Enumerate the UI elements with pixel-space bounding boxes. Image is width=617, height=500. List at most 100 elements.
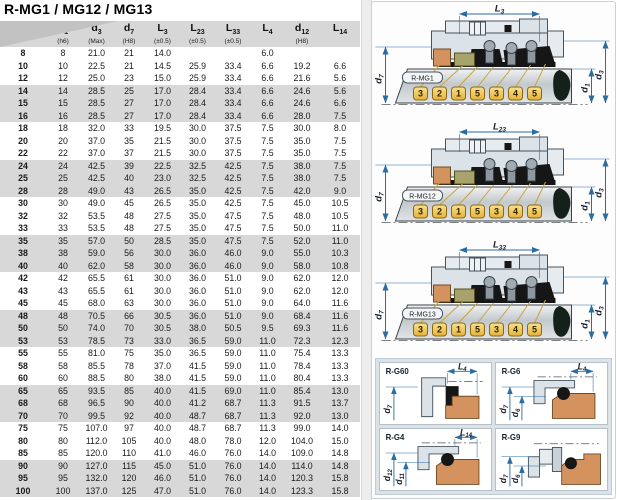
shaft-tip bbox=[553, 70, 571, 101]
part-number-tag: 3 bbox=[489, 86, 504, 101]
table-cell: 65.5 bbox=[87, 273, 106, 283]
table-cell: 7.5 bbox=[261, 235, 274, 246]
table-cell: 50 bbox=[18, 323, 28, 333]
table-cell: 51.0 bbox=[224, 273, 242, 283]
table-cell: 36.0 bbox=[188, 273, 207, 283]
shaft-tip bbox=[553, 306, 571, 337]
table-cell: 12 bbox=[58, 73, 68, 83]
table-cell: 38.0 bbox=[293, 160, 311, 171]
table-cell: 50 bbox=[124, 235, 134, 246]
table-cell: 28.5 bbox=[87, 110, 106, 121]
table-cell: 7.5 bbox=[261, 148, 274, 158]
table-cell: 110 bbox=[121, 448, 137, 458]
table-cell: 70 bbox=[18, 410, 28, 421]
table-row: 95 95 132.0 120 46.0 51.0 76.0 14.0 120.3 15.8 bbox=[0, 472, 360, 485]
table-cell: 78.4 bbox=[293, 360, 311, 371]
table-cell: 37.5 bbox=[224, 148, 242, 158]
table-cell: 37.0 bbox=[87, 135, 106, 146]
table-cell: 21.0 bbox=[87, 48, 106, 58]
table-cell: 47.5 bbox=[224, 210, 242, 221]
gland-cell-R-G6: R-G6 L4 d7 d6 bbox=[495, 362, 608, 425]
table-cell: 7.5 bbox=[261, 135, 274, 146]
shaft-tip bbox=[553, 188, 571, 219]
table-cell: 37.0 bbox=[153, 360, 172, 371]
part-number-tag: 3 bbox=[413, 322, 428, 337]
table-cell: 76.0 bbox=[224, 473, 242, 483]
table-cell: 6.6 bbox=[261, 85, 274, 96]
column-header: L3 (±0.5) bbox=[154, 22, 171, 46]
table-cell: 59.0 bbox=[224, 360, 242, 371]
table-cell: 68.0 bbox=[87, 298, 106, 308]
table-cell: 85.5 bbox=[87, 360, 106, 371]
column-header: L14 bbox=[332, 22, 348, 37]
part-number-tag: 2 bbox=[432, 204, 447, 219]
table-cell: 11.0 bbox=[259, 335, 276, 346]
column-header: L23 (±0.5) bbox=[189, 22, 206, 46]
table-cell: 18 bbox=[58, 123, 68, 133]
table-cell: 58 bbox=[124, 260, 134, 271]
table-cell: 6.6 bbox=[261, 60, 274, 71]
table-row: 22 22 37.0 37 21.5 30.0 37.5 7.5 35.0 7.5 bbox=[0, 147, 360, 160]
dim-label-d6: d6 bbox=[510, 474, 522, 483]
part-number-tag: 4 bbox=[508, 204, 523, 219]
table-cell: 24.6 bbox=[293, 98, 311, 108]
svg-text:4: 4 bbox=[513, 325, 518, 335]
table-cell: 41.5 bbox=[188, 385, 207, 396]
table-cell: 53 bbox=[18, 335, 28, 346]
table-cell: 47.0 bbox=[153, 485, 172, 496]
table-cell: 6.6 bbox=[261, 98, 274, 108]
svg-text:5: 5 bbox=[475, 89, 480, 99]
table-row: 35 35 57.0 50 28.5 35.0 47.5 7.5 52.0 11.0 bbox=[0, 234, 360, 247]
table-cell: 30.0 bbox=[153, 248, 172, 258]
table-cell: 90 bbox=[18, 460, 28, 471]
table-cell: 65 bbox=[58, 385, 68, 396]
table-cell: 51.0 bbox=[188, 460, 207, 471]
table-cell: 104.0 bbox=[290, 435, 313, 446]
table-cell: 95 bbox=[18, 473, 28, 483]
table-cell: 65 bbox=[18, 385, 28, 396]
table-cell: 38 bbox=[58, 248, 68, 258]
table-cell bbox=[284, 47, 320, 60]
table-cell: 11.3 bbox=[259, 410, 276, 421]
table-cell: 36.0 bbox=[188, 260, 207, 271]
table-cell: 43 bbox=[18, 285, 28, 296]
table-cell: 30.5 bbox=[153, 310, 172, 321]
table-cell: 40.0 bbox=[153, 385, 172, 396]
seal-cross-section-R-MG13: R-MG13 3 2 1 5 3 4 5 L33 d7 d1 d3 bbox=[374, 240, 610, 341]
table-cell: 105 bbox=[121, 435, 137, 446]
part-number-tag: 4 bbox=[508, 86, 523, 101]
table-cell: 30.0 bbox=[153, 260, 172, 271]
part-number-tag: 5 bbox=[527, 204, 542, 219]
table-cell: 100 bbox=[15, 485, 31, 496]
svg-text:R-MG12: R-MG12 bbox=[409, 194, 436, 201]
table-cell: 24.6 bbox=[293, 85, 311, 96]
part-number-tag: 5 bbox=[470, 204, 485, 219]
table-cell: 20 bbox=[18, 135, 28, 146]
column-header: L33 (±0.5) bbox=[224, 22, 242, 46]
table-cell: 38 bbox=[18, 248, 28, 258]
table-cell: 61 bbox=[124, 285, 134, 296]
svg-text:4: 4 bbox=[513, 89, 518, 99]
table-cell: 7.5 bbox=[261, 185, 274, 196]
table-cell: 35.0 bbox=[188, 235, 207, 246]
table-cell: 115 bbox=[121, 460, 137, 471]
table-cell: 120.3 bbox=[290, 473, 313, 483]
dim-label-L4: L4 bbox=[458, 363, 467, 373]
dimension-table-wrap: d1(h6)d3(Max)d7(H8)L3(±0.5)L23(±0.5)L33(… bbox=[0, 21, 360, 497]
svg-text:3: 3 bbox=[494, 89, 499, 99]
table-cell: 48 bbox=[58, 310, 68, 321]
table-cell: 41.5 bbox=[188, 360, 207, 371]
table-cell: 60 bbox=[18, 373, 28, 383]
table-cell: 7.5 bbox=[333, 135, 347, 146]
table-body: 8 8 21.0 21 14.0 6.0 10 10 22.5 21 14.5 25.9 33.4 6.6… bbox=[0, 47, 360, 497]
table-cell: 48.7 bbox=[188, 423, 207, 433]
column-header: d3 (Max) bbox=[88, 22, 105, 46]
table-row: 15 15 28.5 27 17.0 28.4 33.4 6.6 24.6 6.6 bbox=[0, 97, 360, 110]
table-cell: 92 bbox=[124, 410, 134, 421]
seat-ring bbox=[433, 48, 451, 67]
table-cell: 9.0 bbox=[261, 273, 274, 283]
main-diagram-R-MG13: R-MG13 3 2 1 5 3 4 5 L33 d7 d1 d3 bbox=[372, 239, 615, 356]
gland-cell-R-G9: R-G9 d7 d6 bbox=[495, 428, 608, 491]
svg-text:2: 2 bbox=[437, 207, 442, 217]
table-cell: 49.0 bbox=[87, 198, 106, 208]
